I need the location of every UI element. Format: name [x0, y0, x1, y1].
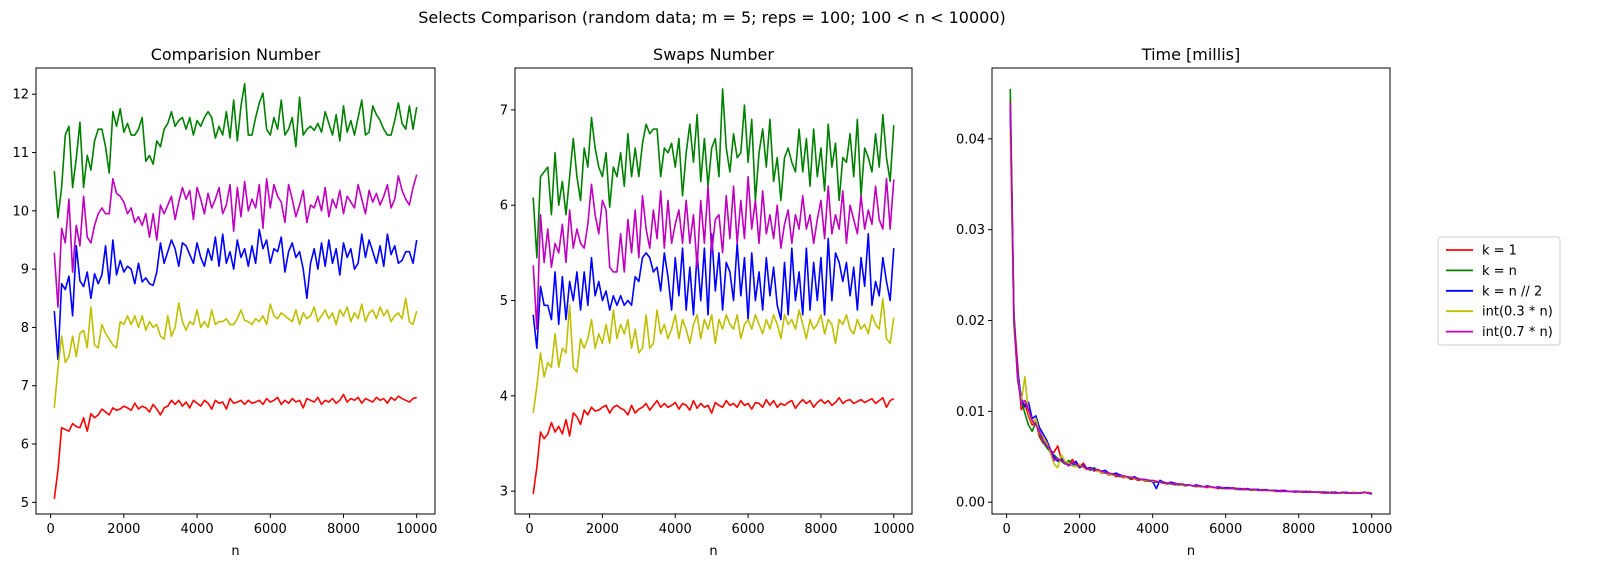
series-line-4 [1009, 129, 1372, 494]
subplot-title: Swaps Number [653, 45, 774, 64]
series-line-1 [532, 396, 895, 495]
series-line-3 [1009, 109, 1372, 495]
x-tick-label: 0 [47, 522, 55, 537]
figure-suptitle: Selects Comparison (random data; m = 5; … [418, 8, 1006, 27]
y-tick-label: 3 [500, 485, 508, 500]
axes-frame [991, 67, 1391, 515]
y-tick-label: 0.01 [956, 405, 985, 420]
x-tick-label: 4000 [1136, 522, 1169, 537]
series-line-5 [1009, 102, 1372, 494]
x-tick-label: 8000 [1282, 522, 1315, 537]
y-tick-label: 4 [500, 389, 508, 404]
legend-label: k = n // 2 [1482, 284, 1542, 299]
subplot-title: Time [millis] [1141, 45, 1240, 64]
series-line-3 [532, 233, 895, 349]
axes-layer: 0 2000 4000 6000 8000 10000 5 6 7 8 9 10 11 12 Compari… [12, 45, 1392, 559]
y-tick-label: 9 [21, 263, 29, 278]
y-tick-label: 6 [21, 438, 29, 453]
series-line-3 [53, 228, 418, 361]
x-tick-label: 2000 [107, 522, 140, 537]
series-line-5 [53, 174, 418, 308]
y-tick-label: 0.02 [956, 314, 985, 329]
legend-frame [1437, 236, 1561, 346]
x-axis-label: n [709, 544, 717, 559]
subplot-1: 0 2000 4000 6000 8000 10000 5 6 7 8 9 10 11 12 Compari… [12, 45, 437, 559]
series-line-2 [532, 88, 895, 259]
x-tick-label: 6000 [254, 522, 287, 537]
y-tick-label: 0.04 [956, 132, 985, 147]
series-line-2 [53, 82, 418, 219]
series-line-1 [1009, 97, 1372, 495]
series-line-1 [53, 393, 417, 499]
x-tick-label: 2000 [586, 522, 619, 537]
y-tick-label: 6 [500, 199, 508, 214]
legend-label: int(0.3 * n) [1482, 305, 1553, 320]
y-tick-label: 11 [12, 146, 29, 161]
y-tick-label: 5 [500, 294, 508, 309]
x-tick-label: 4000 [659, 522, 692, 537]
legend: k = 1 k = n k = n // 2 int(0.3 * n) int(0.7 … [1437, 236, 1561, 346]
y-tick-label: 8 [21, 321, 29, 336]
x-tick-label: 10000 [396, 522, 437, 537]
x-tick-label: 4000 [181, 522, 214, 537]
subplot-2: 0 2000 4000 6000 8000 10000 3 4 5 6 7 Swaps Number n [500, 45, 915, 559]
series-line-2 [1009, 88, 1372, 494]
y-tick-label: 0.03 [956, 223, 985, 238]
subplot-3: 0 2000 4000 6000 8000 10000 0.00 0.01 0.02 0.03 0.… [956, 45, 1392, 559]
subplot-title: Comparision Number [151, 45, 321, 64]
x-axis-label: n [1187, 544, 1195, 559]
y-tick-label: 7 [500, 103, 508, 118]
x-tick-label: 10000 [873, 522, 914, 537]
legend-label: k = n [1482, 264, 1517, 279]
series-line-4 [53, 297, 418, 408]
series-line-5 [532, 175, 895, 330]
axes-frame [514, 67, 913, 515]
x-tick-label: 10000 [1351, 522, 1392, 537]
x-tick-label: 6000 [732, 522, 765, 537]
x-tick-label: 8000 [327, 522, 360, 537]
y-tick-label: 12 [12, 88, 29, 103]
series-line-4 [532, 297, 895, 414]
y-tick-label: 0.00 [956, 496, 985, 511]
x-axis-label: n [231, 544, 239, 559]
legend-label: k = 1 [1482, 244, 1517, 259]
x-tick-label: 6000 [1209, 522, 1242, 537]
x-tick-label: 2000 [1063, 522, 1096, 537]
y-tick-label: 7 [21, 379, 29, 394]
y-tick-label: 5 [21, 496, 29, 511]
y-tick-label: 10 [12, 204, 29, 219]
x-tick-label: 0 [1002, 522, 1010, 537]
x-tick-label: 0 [525, 522, 533, 537]
x-tick-label: 8000 [804, 522, 837, 537]
axes-frame [35, 67, 436, 515]
legend-label: int(0.7 * n) [1482, 325, 1553, 340]
